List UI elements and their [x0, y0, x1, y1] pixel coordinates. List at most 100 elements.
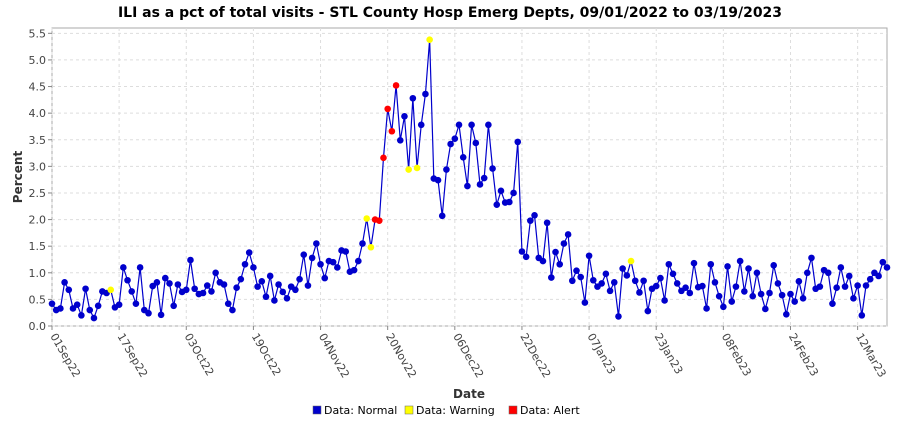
data-point-normal — [472, 139, 480, 147]
data-point-normal — [783, 310, 790, 318]
x-tick-label: 07Jan23 — [584, 331, 618, 376]
data-point-normal — [275, 281, 282, 288]
y-tick-label: 0.0 — [29, 320, 47, 333]
data-point-normal — [556, 260, 564, 268]
data-point-normal — [443, 166, 450, 173]
legend-swatch-warning — [404, 405, 414, 415]
data-point-normal — [417, 121, 425, 129]
data-point-normal — [757, 290, 765, 298]
data-point-alert — [392, 82, 400, 89]
data-point-normal — [866, 275, 874, 283]
data-point-normal — [803, 269, 811, 277]
data-point-normal — [715, 292, 723, 300]
data-point-normal — [438, 212, 446, 220]
data-point-normal — [401, 113, 408, 120]
data-point-normal — [464, 182, 471, 190]
data-point-normal — [745, 265, 752, 272]
legend: Data: Normal Data: Warning Data: Alert — [312, 404, 580, 417]
data-point-normal — [94, 302, 102, 310]
data-point-normal — [762, 305, 769, 313]
data-point-normal — [355, 257, 362, 265]
data-point-normal — [258, 278, 266, 285]
y-tick-label: 4.0 — [29, 107, 47, 120]
data-point-normal — [212, 269, 219, 277]
data-point-normal — [552, 248, 559, 256]
legend-label-warning: Data: Warning — [416, 404, 495, 417]
data-point-normal — [237, 275, 245, 283]
data-point-normal — [203, 282, 211, 289]
y-tick-label: 5.5 — [29, 27, 47, 40]
data-point-normal — [732, 283, 740, 290]
data-point-normal — [770, 262, 778, 269]
data-point-normal — [57, 305, 64, 312]
data-point-normal — [749, 292, 757, 300]
data-point-normal — [120, 264, 127, 271]
data-point-normal — [350, 266, 358, 274]
data-point-normal — [73, 301, 81, 309]
data-point-normal — [250, 264, 257, 271]
data-point-normal — [191, 285, 198, 293]
data-point-normal — [174, 281, 182, 288]
data-point-normal — [128, 288, 136, 295]
data-point-normal — [233, 284, 240, 291]
data-point-normal — [300, 251, 308, 258]
data-point-normal — [136, 264, 144, 271]
data-point-normal — [48, 300, 56, 307]
x-tick-label: 17Sep22 — [115, 331, 151, 380]
data-point-normal — [409, 94, 417, 102]
x-tick-label: 20Nov22 — [383, 331, 419, 380]
data-point-normal — [493, 201, 501, 208]
data-point-normal — [610, 279, 618, 286]
data-point-normal — [220, 281, 228, 288]
data-point-normal — [724, 263, 731, 270]
data-point-normal — [623, 272, 631, 279]
y-tick-label: 1.0 — [29, 267, 47, 280]
data-point-normal — [858, 312, 866, 319]
data-point-normal — [476, 181, 484, 188]
x-axis-title: Date — [453, 387, 485, 401]
data-point-normal — [837, 264, 845, 271]
data-point-normal — [669, 270, 677, 278]
data-point-normal — [799, 295, 807, 302]
data-point-normal — [644, 307, 652, 315]
data-point-normal — [774, 280, 782, 287]
data-point-normal — [86, 306, 94, 314]
data-point-normal — [283, 295, 291, 302]
data-point-normal — [90, 314, 98, 322]
data-point-normal — [673, 280, 681, 287]
data-point-normal — [489, 165, 496, 172]
data-point-normal — [296, 275, 303, 283]
data-point-normal — [199, 289, 207, 297]
data-point-normal — [254, 283, 261, 290]
data-point-normal — [468, 121, 475, 129]
data-point-normal — [485, 121, 492, 129]
data-point-normal — [153, 279, 161, 286]
data-point-normal — [187, 256, 194, 264]
data-point-normal — [522, 253, 530, 261]
data-point-normal — [778, 291, 786, 299]
data-point-normal — [124, 276, 131, 284]
data-point-normal — [308, 254, 316, 262]
series-line — [51, 39, 888, 320]
data-point-normal — [455, 121, 463, 129]
data-point-normal — [271, 297, 278, 304]
data-point-normal — [699, 282, 706, 290]
x-tick-label: 19Oct22 — [249, 331, 284, 378]
data-point-normal — [422, 90, 429, 98]
data-point-normal — [652, 282, 660, 290]
data-point-alert — [388, 127, 396, 135]
data-point-normal — [543, 219, 551, 227]
y-tick-label: 1.5 — [29, 240, 47, 253]
y-tick-label: 3.0 — [29, 160, 47, 173]
series-polyline — [51, 39, 888, 320]
data-point-normal — [581, 299, 589, 306]
data-point-normal — [132, 300, 140, 307]
data-point-normal — [560, 240, 568, 247]
data-point-normal — [766, 289, 773, 297]
data-point-normal — [262, 293, 270, 301]
data-point-normal — [548, 274, 555, 281]
data-point-normal — [224, 300, 232, 307]
data-point-normal — [510, 189, 517, 197]
data-point-normal — [686, 289, 694, 297]
